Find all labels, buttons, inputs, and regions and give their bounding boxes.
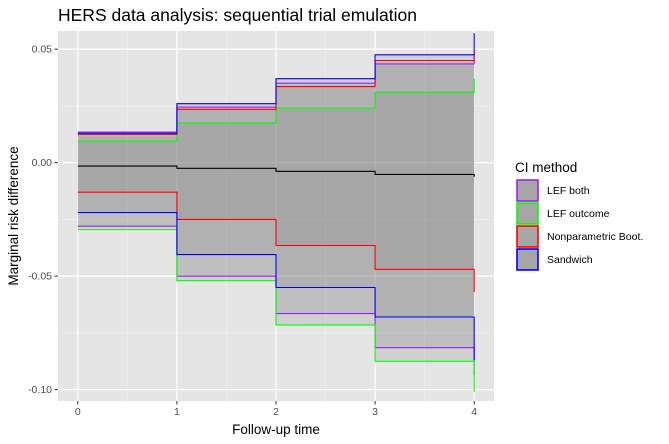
legend-key-sandwich <box>516 248 539 271</box>
y-tick-label: -0.05 <box>28 271 52 283</box>
legend-label-nonparametric-boot: Nonparametric Boot. <box>547 231 643 243</box>
y-tick-label: -0.10 <box>28 384 52 396</box>
x-tick-label: 4 <box>471 406 477 418</box>
y-axis-title: Marginal risk difference <box>6 146 21 285</box>
upper-line-sandwich <box>77 33 475 134</box>
estimate-line <box>77 165 475 177</box>
legend-label-lef-outcome: LEF outcome <box>547 208 610 220</box>
estimate-step-line <box>77 165 475 177</box>
x-tick-label: 0 <box>75 406 81 418</box>
x-tick-label: 1 <box>174 406 180 418</box>
y-tick-label: 0.05 <box>32 44 53 56</box>
legend-key-lef-both <box>516 179 539 202</box>
lower-line-nonparametric-boot <box>77 191 475 293</box>
legend-key-nonparametric-boot <box>516 225 539 248</box>
legend: CI method LEF both LEF outcome Nonparametr… <box>515 160 643 271</box>
legend-title: CI method <box>515 160 577 175</box>
legend-key-lef-outcome <box>516 202 539 225</box>
lower-line-sandwich <box>77 212 475 361</box>
x-tick-label: 3 <box>372 406 378 418</box>
x-axis-title: Follow-up time <box>232 422 320 437</box>
chart-title: HERS data analysis: sequential trial emu… <box>58 5 417 25</box>
y-axis: -0.10 -0.05 0.00 0.05 <box>28 44 58 396</box>
x-tick-label: 2 <box>273 406 279 418</box>
legend-label-lef-both: LEF both <box>547 185 590 197</box>
legend-label-sandwich: Sandwich <box>547 254 593 266</box>
x-axis: 0 1 2 3 4 <box>75 401 477 418</box>
y-tick-label: 0.00 <box>32 157 53 169</box>
ci-band-lines <box>77 33 475 392</box>
